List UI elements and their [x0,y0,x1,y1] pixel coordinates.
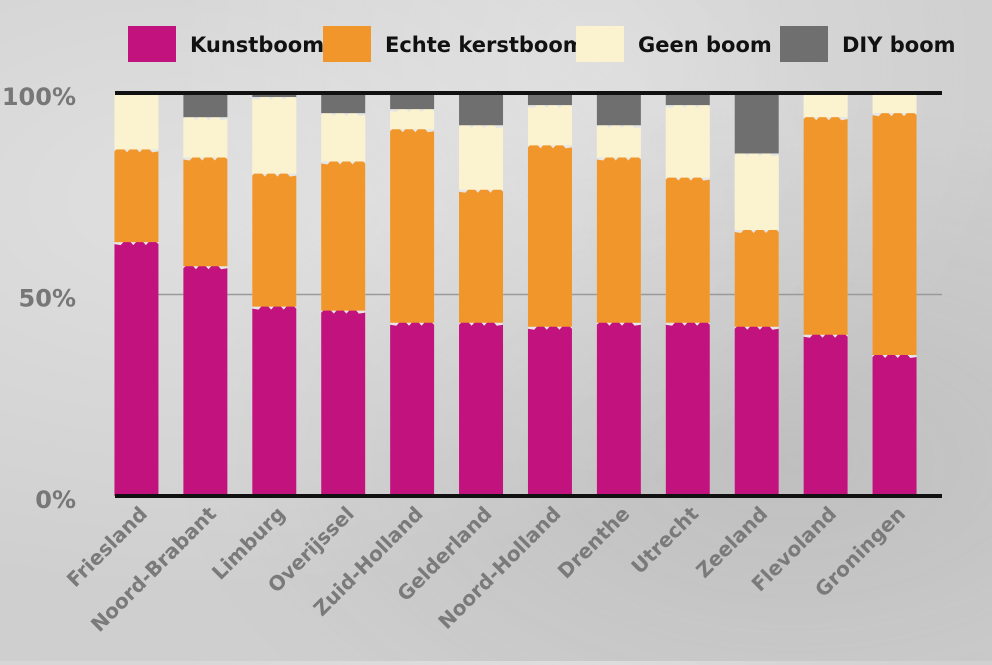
x-tick-label: Drenthe [553,502,635,584]
x-tick-label: Noord-Holland [433,502,565,634]
legend-swatch [576,26,624,62]
bar-segment [390,105,435,130]
bar-segment [665,318,710,496]
legend-label: DIY boom [842,33,956,57]
bar-segment [459,93,504,126]
legend-label: Geen boom [638,33,772,57]
bar-segment [252,93,297,98]
bar-segment [183,93,228,118]
bar-segment [252,93,297,174]
legend-item: Echte kerstboom [323,26,585,62]
bars-layer [114,93,917,496]
bar-segment [390,93,435,110]
bar-segment [665,93,710,106]
bar-segment [459,318,504,496]
bar-segment [527,93,572,106]
bar-segment [665,173,710,323]
bar-segment [321,93,366,114]
legend-swatch [128,26,176,62]
x-tick-label: Noord-Brabant [86,501,221,636]
bar-segment [734,93,779,154]
bar-segment [321,157,366,311]
bar-segment [803,93,848,118]
bar-segment [527,322,572,496]
y-tick-label: 100% [2,83,76,111]
bar-segment [734,149,779,231]
legend-label: Kunstboom [190,33,324,57]
bar-segment [114,238,159,496]
bar-segment [872,93,917,114]
bar-segment [183,113,228,158]
bar-segment [872,351,917,496]
bar-segment [527,101,572,146]
bar-segment [459,121,504,190]
legend-swatch [323,26,371,62]
bar-segment [390,318,435,496]
bar-segment [596,93,641,126]
bar-segment [527,141,572,327]
legend-label: Echte kerstboom [385,33,585,57]
bar-segment [183,262,228,496]
bar-segment [734,322,779,496]
bar-segment [321,306,366,496]
legend-swatch [780,26,828,62]
legend: Kunstboom Echte kerstboom Geen boom DIY boo… [128,26,956,62]
bar-segment [321,109,366,162]
bar-segment [872,109,917,355]
bar-segment [252,302,297,496]
bar-segment [803,113,848,335]
bar-segment [596,121,641,158]
bar-segment [459,185,504,323]
bar-segment [803,330,848,496]
y-tick-label: 50% [19,285,76,313]
bar-segment [734,226,779,327]
legend-item: DIY boom [780,26,956,62]
bar-segment [596,153,641,323]
legend-item: Kunstboom [128,26,324,62]
bar-segment [390,125,435,323]
bar-segment [183,153,228,267]
legend-item: Geen boom [576,26,772,62]
bar-segment [596,318,641,496]
bar-segment [252,169,297,307]
bar-segment [665,101,710,178]
bar-segment [114,93,159,150]
bar-segment [114,145,159,243]
y-tick-label: 0% [35,486,76,514]
